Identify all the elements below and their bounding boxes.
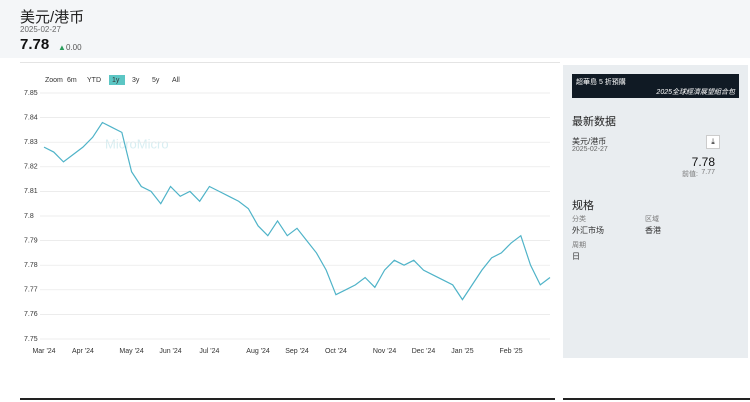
y-tick-label: 7.8 xyxy=(24,213,34,220)
x-tick-label: Jun '24 xyxy=(159,348,181,355)
range-button[interactable]: 6m xyxy=(67,77,77,84)
banner-line2: 2025全球經濟展望組合包 xyxy=(656,89,735,96)
x-tick-label: May '24 xyxy=(119,348,143,355)
side-panel: 超華島 5 折預購 2025全球經濟展望組合包 最新数据 美元/港币 2025-… xyxy=(563,65,748,358)
y-tick-label: 7.76 xyxy=(24,311,38,318)
latest-name: 美元/港币 xyxy=(572,137,607,146)
download-button[interactable]: ⤓ xyxy=(706,135,720,149)
x-tick-label: Dec '24 xyxy=(412,348,436,355)
y-tick-label: 7.83 xyxy=(24,139,38,146)
spec-value: 日 xyxy=(572,252,580,261)
prev-label: 前值: xyxy=(682,171,698,178)
range-button[interactable]: YTD xyxy=(87,77,101,84)
latest-date: 2025-02-27 xyxy=(572,146,608,153)
banner-line1: 超華島 5 折預購 xyxy=(576,79,626,86)
x-tick-label: Feb '25 xyxy=(500,348,523,355)
range-button[interactable]: All xyxy=(172,77,180,84)
change: 0.00 xyxy=(66,43,82,52)
price: 7.78 xyxy=(20,36,50,53)
header: 美元/港币 2025-02-27 7.78 ▲ 0.00 xyxy=(0,0,750,58)
x-tick-label: Mar '24 xyxy=(32,348,55,355)
chart: Zoom MicroMicro 6m YTD 1y 3y 5y All 7.75 7.76 7.… xyxy=(24,75,551,355)
x-tick-label: Jul '24 xyxy=(199,348,219,355)
latest-heading: 最新数据 xyxy=(572,116,616,128)
title: 美元/港币 xyxy=(20,9,85,26)
range-button[interactable]: 3y xyxy=(132,77,140,84)
zoom-label: Zoom xyxy=(45,77,63,84)
spec-label: 周期 xyxy=(572,242,586,249)
latest-value: 7.78 xyxy=(691,155,715,169)
x-tick-label: Apr '24 xyxy=(72,348,94,355)
prev-value: 7.77 xyxy=(701,169,715,176)
divider xyxy=(563,398,750,400)
spec-heading: 规格 xyxy=(572,200,594,212)
spec-value: 外汇市场 xyxy=(572,226,604,235)
divider xyxy=(20,398,555,400)
spec-label: 分类 xyxy=(572,216,586,223)
y-tick-label: 7.79 xyxy=(24,237,38,244)
price-line xyxy=(43,121,551,301)
banner[interactable]: 超華島 5 折預購 2025全球經濟展望組合包 xyxy=(572,74,739,98)
spec-label: 区域 xyxy=(645,216,659,223)
up-icon: ▲ xyxy=(58,43,66,52)
x-tick-label: Oct '24 xyxy=(325,348,347,355)
x-tick-label: Sep '24 xyxy=(285,348,309,355)
range-button[interactable]: 5y xyxy=(152,77,160,84)
x-tick-label: Jan '25 xyxy=(451,348,473,355)
y-tick-label: 7.78 xyxy=(24,262,38,269)
y-tick-label: 7.85 xyxy=(24,90,38,97)
y-tick-label: 7.81 xyxy=(24,188,38,195)
x-tick-label: Nov '24 xyxy=(373,348,397,355)
y-tick-label: 7.84 xyxy=(24,114,38,121)
y-tick-label: 7.77 xyxy=(24,287,38,294)
y-tick-label: 7.82 xyxy=(24,164,38,171)
x-tick-label: Aug '24 xyxy=(246,348,270,355)
watermark: MicroMicro xyxy=(105,136,169,151)
spec-value: 香港 xyxy=(645,226,661,235)
date: 2025-02-27 xyxy=(20,25,61,34)
range-button-active xyxy=(109,75,125,85)
range-button[interactable]: 1y xyxy=(112,77,120,84)
y-tick-label: 7.75 xyxy=(24,336,38,343)
chart-card xyxy=(20,62,560,385)
